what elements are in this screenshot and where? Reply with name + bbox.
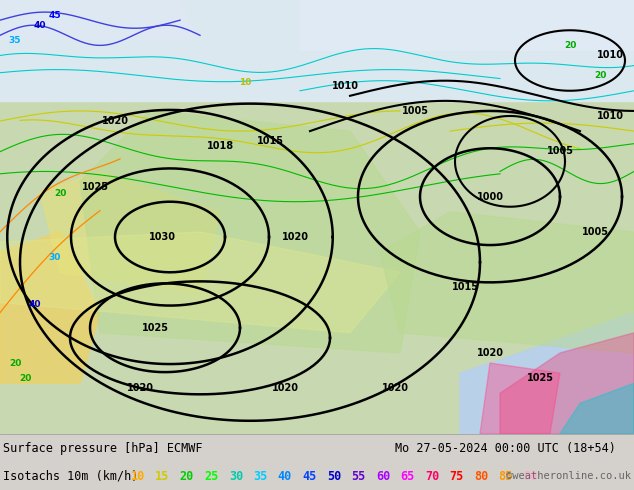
Polygon shape [80, 111, 420, 353]
Text: ©weatheronline.co.uk: ©weatheronline.co.uk [506, 471, 631, 481]
Text: 65: 65 [401, 469, 415, 483]
Text: 1005: 1005 [547, 147, 574, 156]
Polygon shape [300, 0, 634, 50]
Text: 20: 20 [180, 469, 194, 483]
Bar [0, 0, 634, 101]
Polygon shape [40, 172, 220, 293]
Text: 20: 20 [9, 359, 21, 368]
Text: 30: 30 [229, 469, 243, 483]
Polygon shape [460, 313, 634, 434]
Text: 75: 75 [450, 469, 463, 483]
Text: 50: 50 [327, 469, 341, 483]
Polygon shape [0, 232, 400, 333]
Text: 45: 45 [302, 469, 316, 483]
Text: 20: 20 [564, 41, 576, 50]
Polygon shape [480, 363, 560, 434]
Text: 1020: 1020 [382, 383, 408, 393]
Polygon shape [0, 0, 200, 40]
Text: 10: 10 [239, 78, 251, 87]
Text: 40: 40 [278, 469, 292, 483]
Text: 35: 35 [9, 36, 22, 45]
Text: 20: 20 [19, 374, 31, 383]
Text: 60: 60 [376, 469, 390, 483]
Text: 1025: 1025 [82, 182, 108, 192]
Text: Mo 27-05-2024 00:00 UTC (18+54): Mo 27-05-2024 00:00 UTC (18+54) [395, 442, 616, 455]
Text: 45: 45 [49, 11, 61, 20]
Polygon shape [500, 333, 634, 434]
Text: 1020: 1020 [271, 383, 299, 393]
Text: 70: 70 [425, 469, 439, 483]
Text: 90: 90 [523, 469, 537, 483]
Text: 80: 80 [474, 469, 488, 483]
Text: 1000: 1000 [477, 192, 503, 202]
Text: 1030: 1030 [148, 232, 176, 242]
Text: 1015: 1015 [451, 282, 479, 293]
Text: 1025: 1025 [141, 323, 169, 333]
Text: 1010: 1010 [332, 81, 358, 91]
Text: 10: 10 [131, 469, 145, 483]
Polygon shape [0, 232, 100, 383]
Text: 30: 30 [49, 253, 61, 262]
Text: 1005: 1005 [581, 227, 609, 237]
Text: 40: 40 [29, 300, 41, 309]
Text: Isotachs 10m (km/h): Isotachs 10m (km/h) [3, 469, 138, 483]
Text: 55: 55 [351, 469, 366, 483]
Text: 15: 15 [155, 469, 170, 483]
Text: 20: 20 [54, 189, 66, 198]
Text: 1025: 1025 [526, 373, 553, 383]
Text: 20: 20 [594, 71, 606, 80]
Text: 40: 40 [34, 21, 46, 30]
Text: 1015: 1015 [257, 136, 283, 146]
Text: 1005: 1005 [401, 106, 429, 116]
Text: 85: 85 [498, 469, 513, 483]
Polygon shape [380, 212, 634, 353]
Text: 35: 35 [254, 469, 268, 483]
Text: 1020: 1020 [101, 116, 129, 126]
Text: 1010: 1010 [597, 50, 623, 60]
Text: 1018: 1018 [207, 141, 233, 151]
Text: 1020: 1020 [477, 348, 503, 358]
Polygon shape [560, 383, 634, 434]
Text: 1020: 1020 [281, 232, 309, 242]
Text: 1020: 1020 [127, 383, 153, 393]
Text: 25: 25 [204, 469, 219, 483]
Text: Surface pressure [hPa] ECMWF: Surface pressure [hPa] ECMWF [3, 442, 202, 455]
Text: 1010: 1010 [597, 111, 623, 121]
